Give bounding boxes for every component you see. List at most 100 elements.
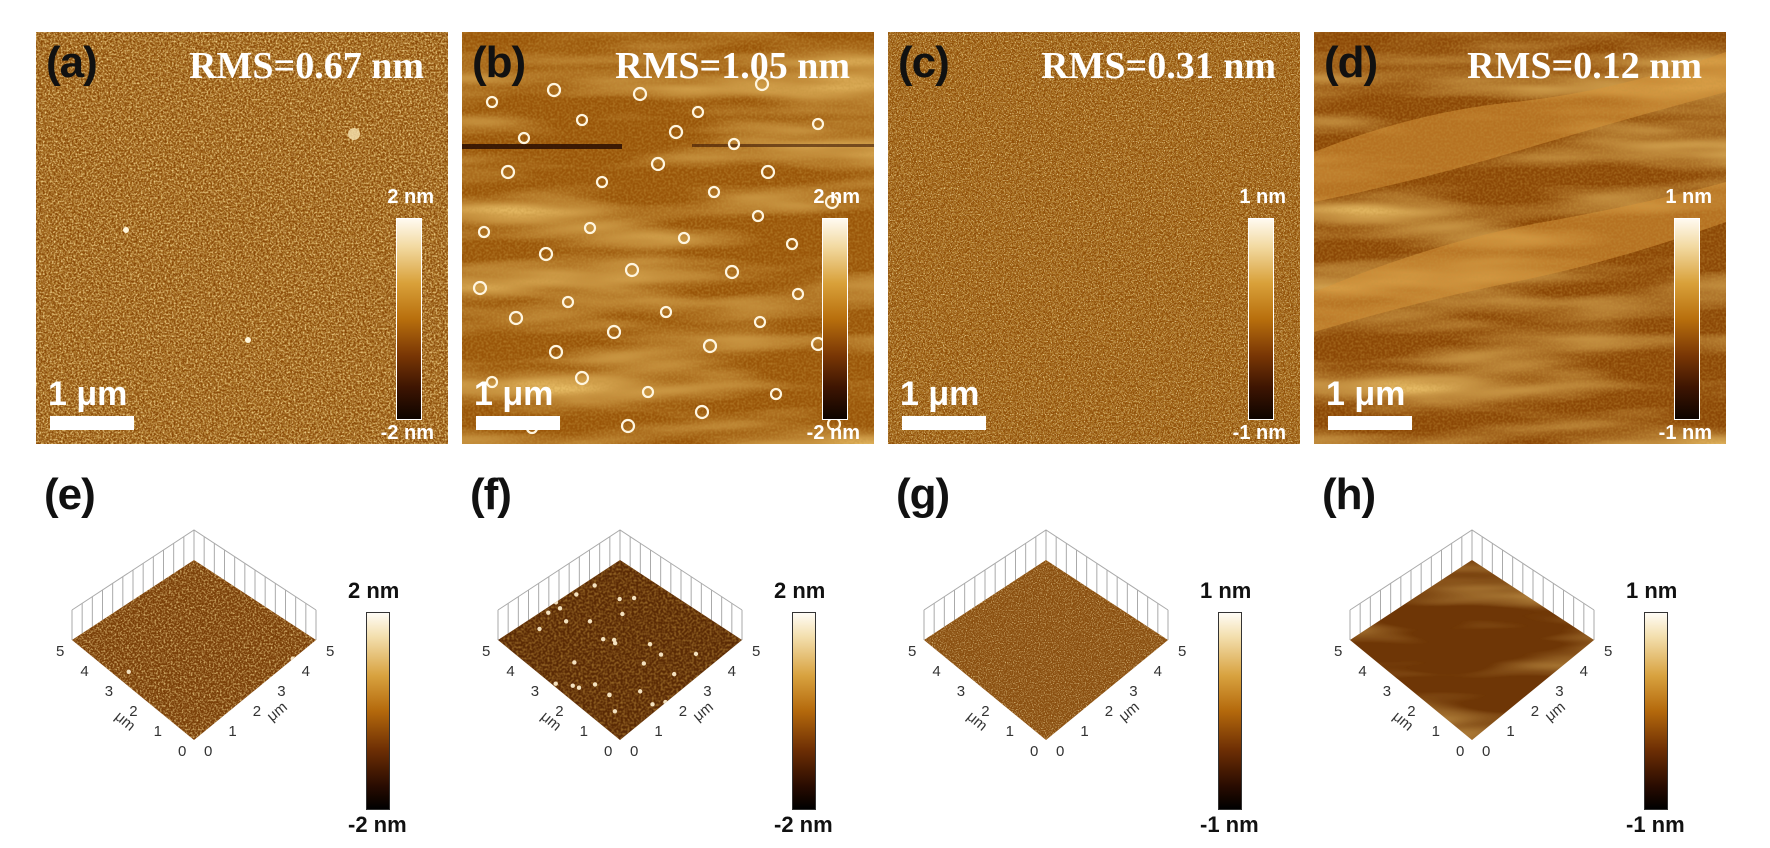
surface-bump	[611, 637, 617, 643]
tick-label: 3	[1555, 683, 1563, 700]
tick-label: 1	[1432, 723, 1440, 740]
tick-label: 4	[302, 663, 310, 680]
colorbar-min-label: -2 nm	[380, 422, 434, 444]
tick-label: 3	[1383, 683, 1391, 700]
surface-bump	[650, 702, 655, 707]
tick-label: 1	[154, 723, 162, 740]
surface-bump	[553, 681, 558, 686]
tick-label: 5	[1334, 643, 1342, 660]
surface-bump	[641, 661, 647, 666]
axis-unit-label: μm	[1116, 698, 1143, 725]
surface-bump	[658, 652, 664, 657]
rms-value: RMS=0.31 nm	[1041, 45, 1276, 87]
afm-3d-view-g: (g) 0 0 1 1 2 2 3 3 4 4 5 5 μm μm 1 nm -1 nm	[896, 470, 1316, 840]
surface-bump	[607, 692, 612, 698]
colorbar-min-label: -1 nm	[1232, 422, 1286, 444]
tick-label: 0	[204, 743, 212, 760]
colorbar	[366, 612, 390, 810]
particles	[472, 76, 842, 435]
tick-label: 5	[1178, 643, 1186, 660]
3d-surface-plot: 0 01 12 23 34 45 5μm μm	[1334, 529, 1612, 760]
tick-label: 2	[679, 703, 687, 720]
rms-value: RMS=0.67 nm	[189, 45, 424, 87]
surface-bump	[587, 619, 593, 624]
tick-label: 3	[957, 683, 965, 700]
colorbar	[1674, 218, 1700, 420]
afm-map-a: (a) RMS=0.67 nm 1 μm 2 nm -2 nm	[36, 32, 448, 444]
surface-bump	[637, 689, 643, 694]
scale-bar-label: 1 μm	[1326, 375, 1406, 413]
colorbar	[1218, 612, 1242, 810]
surface-bump	[570, 683, 575, 688]
tick-label: 1	[1506, 723, 1514, 740]
rms-value: RMS=1.05 nm	[615, 45, 850, 87]
surface-texture	[498, 560, 742, 740]
colorbar	[822, 218, 848, 420]
tick-label: 5	[56, 643, 64, 660]
surface-bump	[612, 641, 618, 646]
surface-bump	[126, 669, 131, 674]
tick-label: 5	[326, 643, 334, 660]
colorbar-min-label: -1 nm	[1200, 812, 1259, 837]
tick-label: 0	[1456, 743, 1464, 760]
scale-bar	[50, 416, 134, 430]
tick-label: 2	[555, 703, 563, 720]
surface-bump	[693, 651, 699, 657]
axis-unit-label: μm	[690, 698, 717, 725]
surface-bump	[537, 626, 542, 632]
surface-texture	[462, 32, 874, 444]
afm-3d-view-f: (f) 0 0 1 1 2 2 3 3 4 4 5 5 μm μm 2 nm -2 nm	[470, 470, 890, 840]
surface-texture	[72, 560, 316, 740]
panel-label: (e)	[44, 470, 96, 519]
tick-label: 0	[630, 743, 638, 760]
tick-label: 3	[105, 683, 113, 700]
scale-bar-label: 1 μm	[48, 375, 128, 413]
3d-surface-plot: 0 01 12 23 34 45 5μm μm	[482, 529, 760, 760]
tick-label: 0	[604, 743, 612, 760]
colorbar-min-label: -1 nm	[1658, 422, 1712, 444]
colorbar-min-label: -2 nm	[806, 422, 860, 444]
bounding-box	[71, 529, 317, 640]
colorbar-max-label: 1 nm	[1626, 578, 1678, 603]
colorbar	[1248, 218, 1274, 420]
surface-bump	[671, 671, 677, 677]
surface-bump	[553, 600, 559, 605]
colorbar-max-label: 2 nm	[813, 186, 860, 208]
panel-label: (g)	[896, 470, 950, 519]
panel-label: (c)	[898, 38, 950, 87]
tick-label: 4	[728, 663, 736, 680]
surface-bump	[612, 709, 618, 714]
tick-label: 2	[981, 703, 989, 720]
afm-map-d: (d) RMS=0.12 nm 1 μm 1 nm -1 nm	[1314, 32, 1726, 444]
tick-label: 5	[908, 643, 916, 660]
tick-label: 0	[1030, 743, 1038, 760]
axis-unit-label: μm	[1542, 698, 1569, 725]
scale-bar-label: 1 μm	[474, 375, 554, 413]
3d-surface-plot: 0 01 12 23 34 45 5μm μm	[56, 529, 334, 760]
tick-label: 1	[1080, 723, 1088, 740]
panel-label: (b)	[472, 38, 526, 87]
surface-bump	[592, 583, 597, 588]
colorbar-min-label: -2 nm	[348, 812, 407, 837]
rms-value: RMS=0.12 nm	[1467, 45, 1702, 87]
panel-label: (f)	[470, 470, 512, 519]
scale-bar-label: 1 μm	[900, 375, 980, 413]
afm-map-c: (c) RMS=0.31 nm 1 μm 1 nm -1 nm	[888, 32, 1300, 444]
tick-label: 2	[129, 703, 137, 720]
tick-label: 4	[80, 663, 88, 680]
panel-label: (d)	[1324, 38, 1378, 87]
colorbar-max-label: 1 nm	[1200, 578, 1252, 603]
tick-label: 3	[277, 683, 285, 700]
surface-texture	[36, 32, 448, 444]
tick-label: 0	[1056, 743, 1064, 760]
surface-bump	[631, 595, 637, 601]
tick-label: 5	[482, 643, 490, 660]
tick-label: 4	[1154, 663, 1162, 680]
bounding-box	[497, 529, 743, 640]
colorbar-max-label: 1 nm	[1239, 186, 1286, 208]
bounding-box	[923, 529, 1169, 640]
tick-label: 2	[1531, 703, 1539, 720]
tick-label: 4	[932, 663, 940, 680]
colorbar-max-label: 2 nm	[348, 578, 400, 603]
colorbar	[792, 612, 816, 810]
